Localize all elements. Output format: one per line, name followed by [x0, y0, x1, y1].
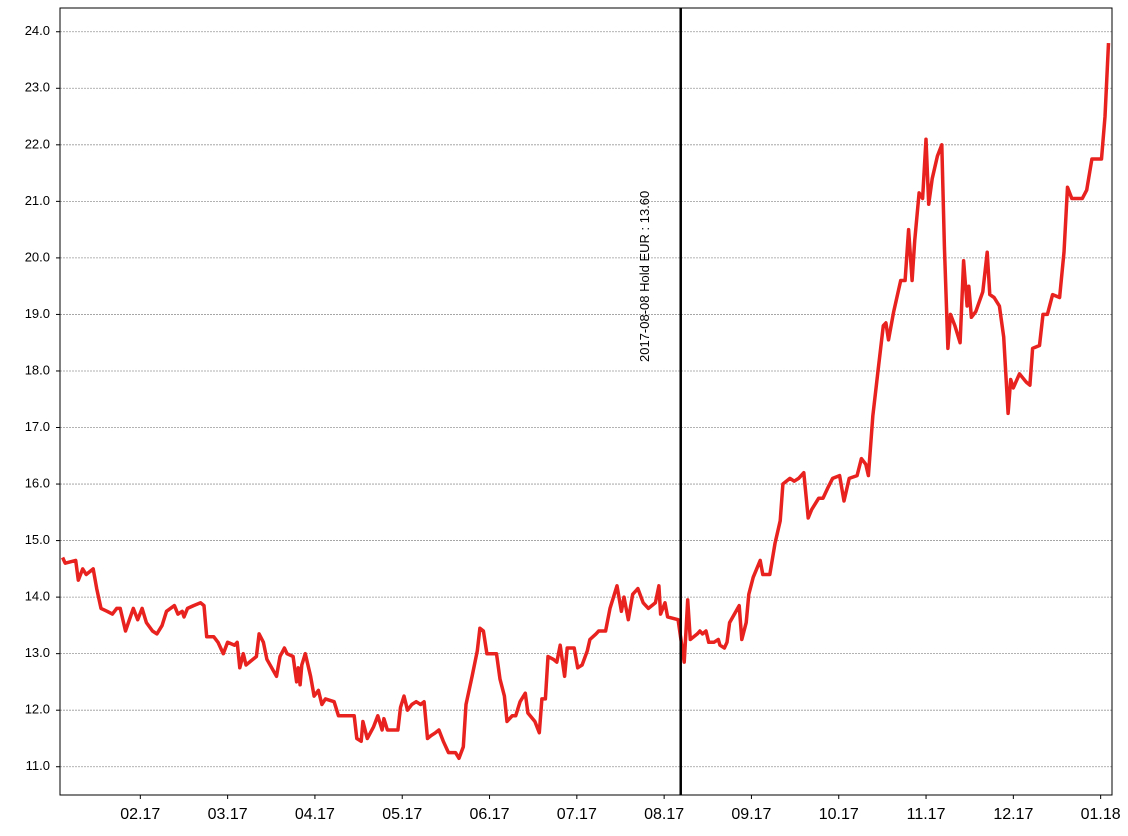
- x-tick-label: 08.17: [644, 806, 684, 823]
- x-tick-label: 02.17: [120, 806, 160, 823]
- x-tick-label: 04.17: [295, 806, 335, 823]
- y-tick-label: 21.0: [25, 193, 50, 208]
- y-tick-label: 22.0: [25, 136, 50, 151]
- y-tick-label: 19.0: [25, 306, 50, 321]
- y-tick-label: 18.0: [25, 362, 50, 377]
- grid: [60, 31, 1112, 768]
- plot-frame: [59, 7, 1113, 796]
- x-tick-label: 01.18: [1081, 806, 1121, 823]
- y-tick-label: 24.0: [25, 23, 50, 38]
- x-tick-label: 10.17: [819, 806, 859, 823]
- y-tick-label: 16.0: [25, 475, 50, 490]
- price-line: [61, 43, 1111, 761]
- plot: [61, 43, 1111, 761]
- x-tick-label: 11.17: [907, 806, 946, 823]
- y-tick-label: 20.0: [25, 249, 50, 264]
- y-tick-label: 12.0: [25, 702, 50, 717]
- y-tick-label: 15.0: [25, 532, 50, 547]
- x-tick-label: 07.17: [557, 806, 597, 823]
- y-tick-label: 17.0: [25, 419, 50, 434]
- y-tick-label: 23.0: [25, 80, 50, 95]
- x-tick-label: 12.17: [993, 806, 1033, 823]
- x-tick-label: 03.17: [208, 806, 248, 823]
- x-tick-label: 09.17: [731, 806, 771, 823]
- x-tick-label: 05.17: [382, 806, 422, 823]
- x-tick-label: 06.17: [470, 806, 510, 823]
- y-tick-label: 13.0: [25, 645, 50, 660]
- y-tick-label: 14.0: [25, 589, 50, 604]
- annotation-text: 2017-08-08 Hold EUR : 13.60: [637, 191, 652, 362]
- y-tick-label: 11.0: [26, 758, 50, 773]
